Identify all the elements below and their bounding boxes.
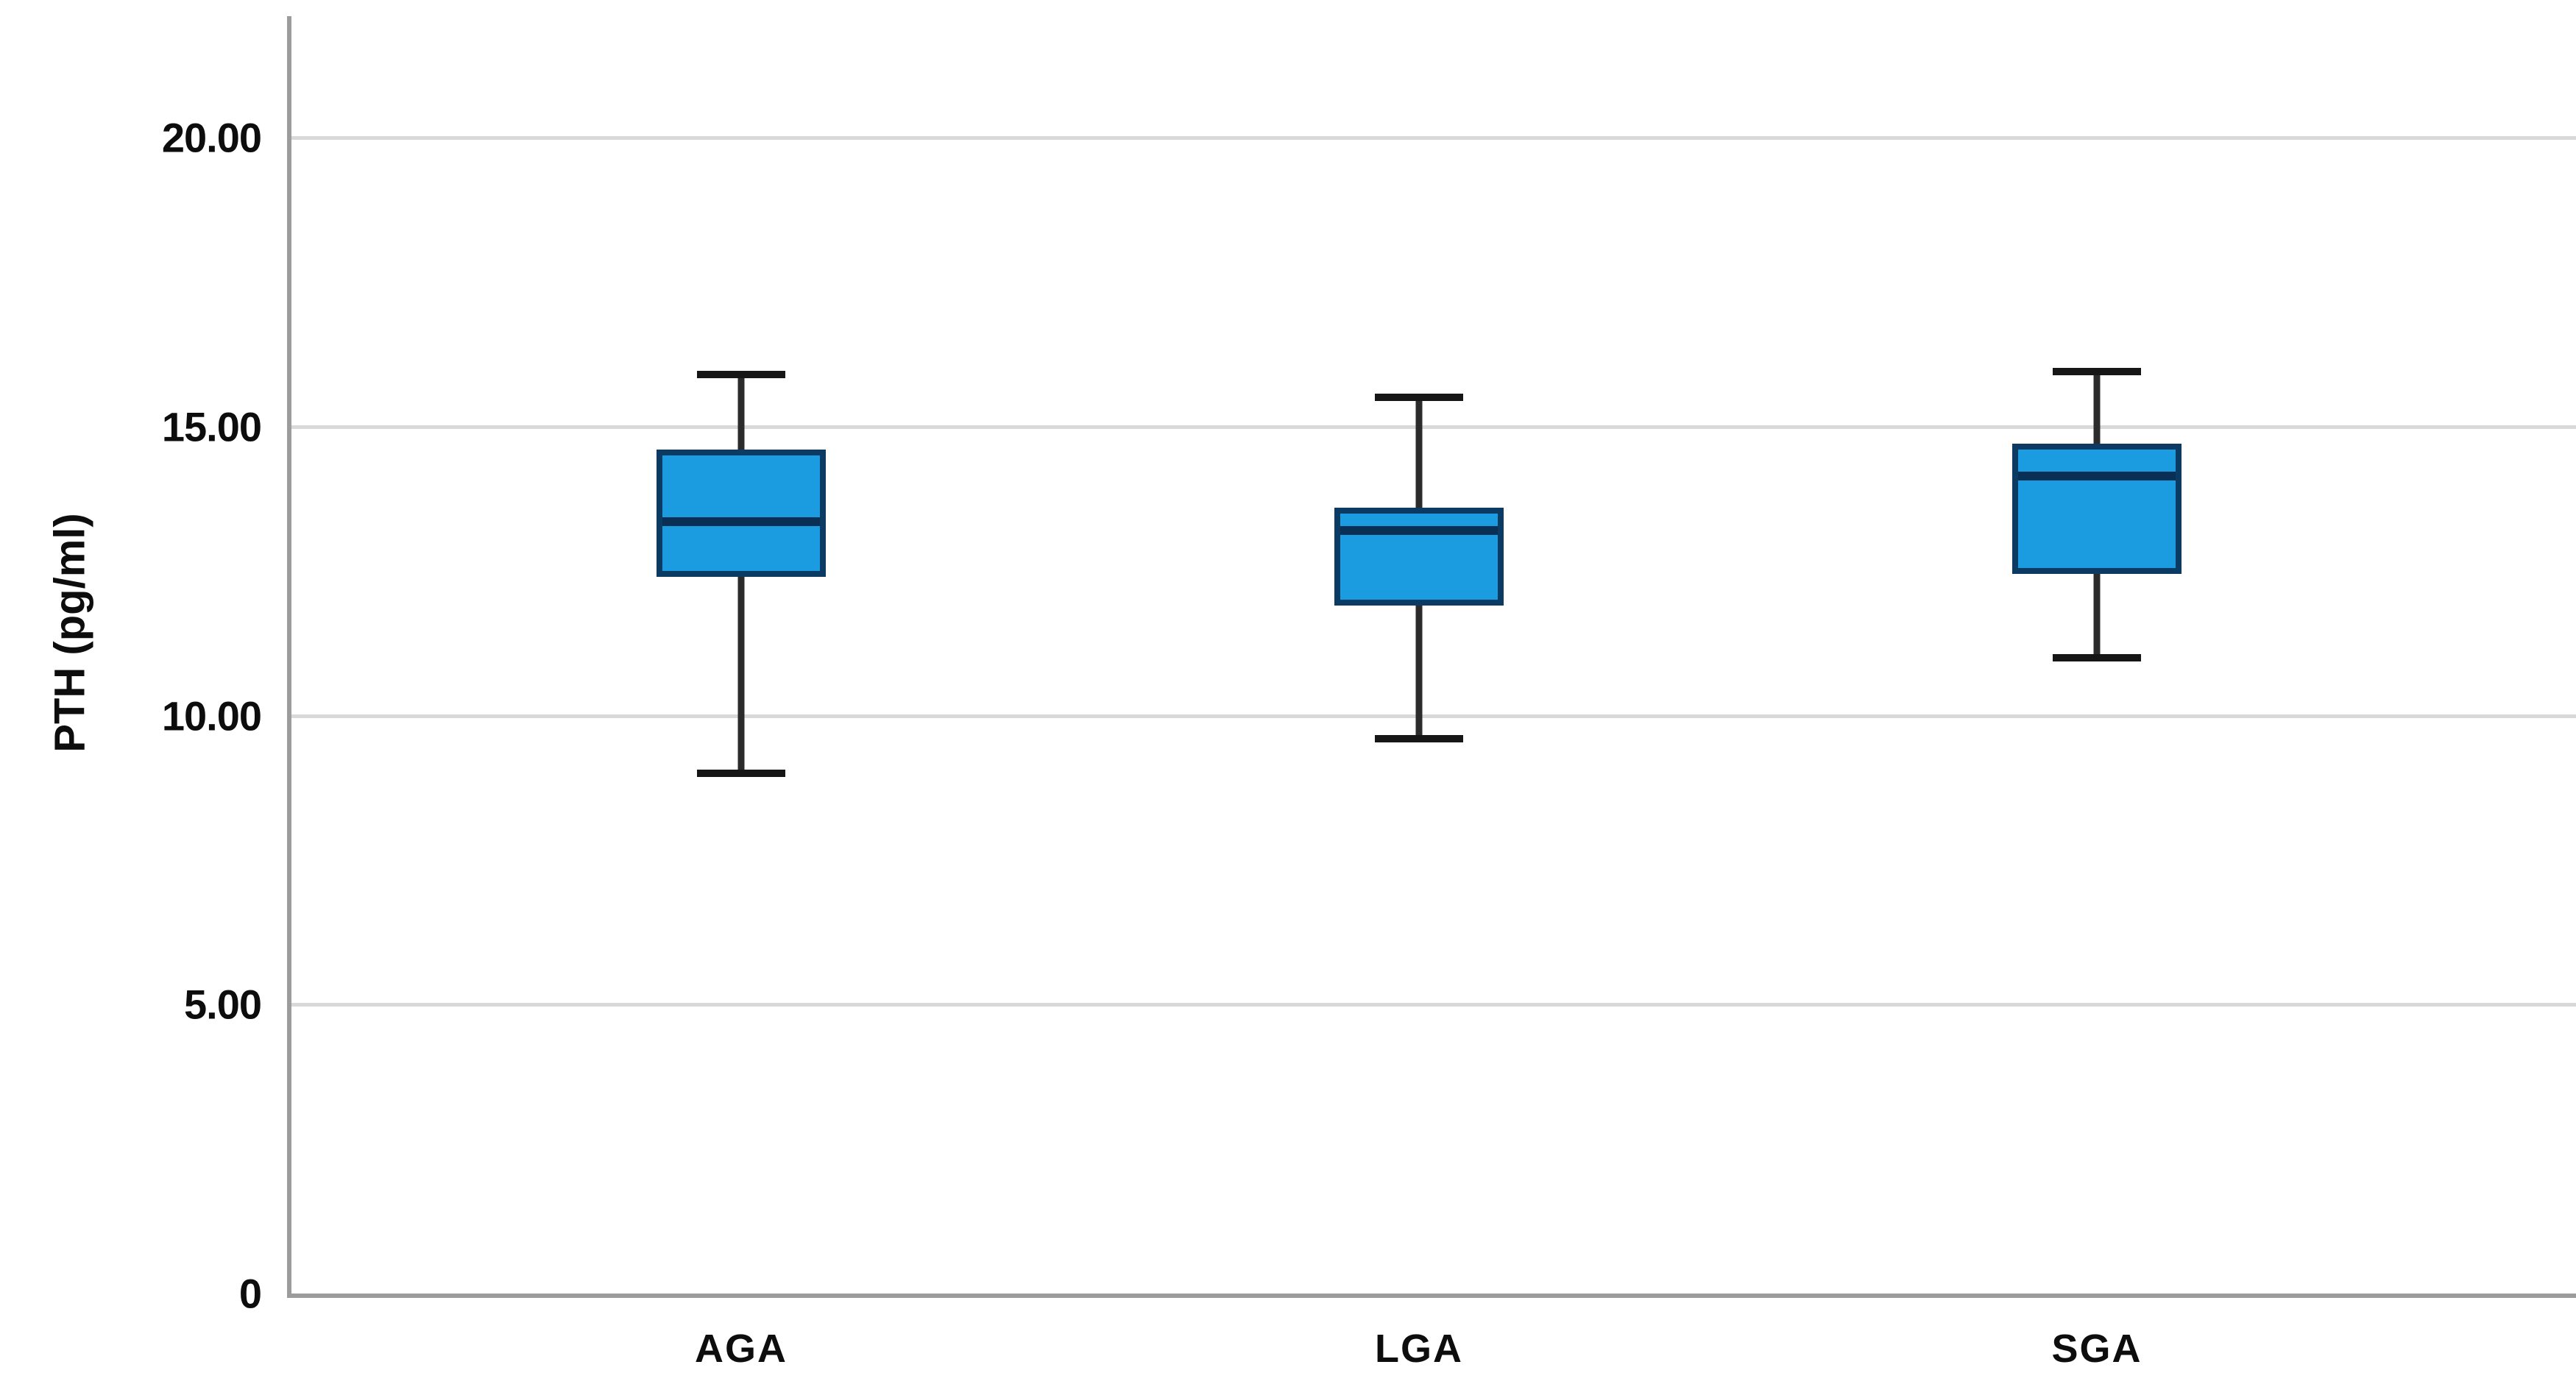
whisker-cap-bottom-AGA bbox=[697, 770, 785, 777]
x-axis-line bbox=[287, 1293, 2576, 1298]
y-tick-label: 0 bbox=[238, 1270, 262, 1317]
whisker-cap-bottom-SGA bbox=[2053, 654, 2141, 661]
median-line-LGA bbox=[1340, 526, 1498, 535]
whisker-cap-top-LGA bbox=[1375, 394, 1463, 401]
gridline-10.00 bbox=[289, 714, 2576, 718]
y-tick-label: 5.00 bbox=[184, 981, 262, 1028]
y-axis-line bbox=[287, 16, 291, 1298]
whisker-cap-top-AGA bbox=[697, 371, 785, 378]
x-tick-label-SGA: SGA bbox=[2051, 1327, 2142, 1371]
gridline-20.00 bbox=[289, 136, 2576, 140]
gridline-5.00 bbox=[289, 1003, 2576, 1007]
box-AGA bbox=[657, 450, 826, 577]
y-tick-label: 15.00 bbox=[161, 403, 262, 450]
x-tick-label-LGA: LGA bbox=[1375, 1327, 1463, 1371]
y-tick-label: 10.00 bbox=[161, 692, 262, 739]
x-tick-label-AGA: AGA bbox=[695, 1327, 788, 1371]
box-SGA bbox=[2012, 444, 2182, 574]
median-line-AGA bbox=[662, 517, 820, 526]
gridline-15.00 bbox=[289, 425, 2576, 429]
y-tick-label: 20.00 bbox=[161, 114, 262, 161]
median-line-SGA bbox=[2018, 472, 2176, 480]
whisker-cap-top-SGA bbox=[2053, 368, 2141, 375]
box-LGA bbox=[1334, 508, 1504, 606]
whisker-cap-bottom-LGA bbox=[1375, 735, 1463, 742]
